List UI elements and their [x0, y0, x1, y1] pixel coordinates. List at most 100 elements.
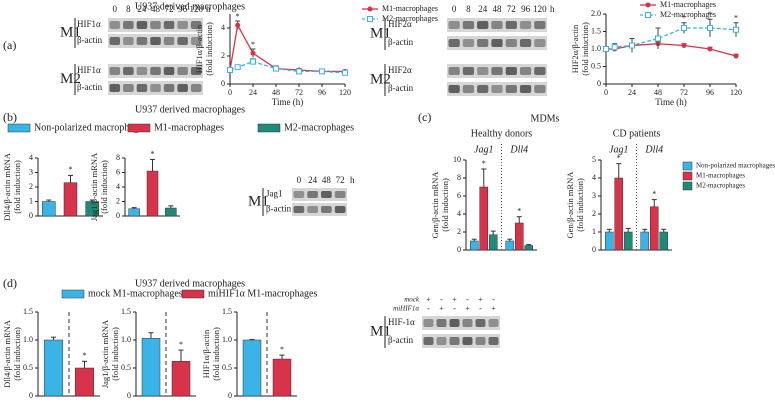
significance: *: [734, 14, 738, 23]
y-tick-label: 2: [29, 182, 33, 191]
blot-band: [293, 191, 305, 198]
y-axis-label: HIF2α/β-actin: [570, 24, 580, 73]
condition-sign: +: [478, 295, 483, 304]
lane-label: 24: [478, 4, 488, 14]
lane-label: 0: [452, 4, 457, 14]
data-point: [235, 22, 241, 28]
series-line: [229, 23, 345, 73]
blot-band: [448, 21, 460, 29]
y-tick-label: 0: [29, 391, 33, 400]
bar: [272, 358, 292, 397]
data-point: [707, 46, 713, 52]
y-tick-label: 0: [457, 245, 461, 254]
significance: *: [236, 12, 240, 21]
blot-band: [448, 85, 460, 93]
blot-band: [534, 21, 546, 29]
blot-band: [123, 37, 134, 45]
blot-band: [475, 319, 486, 327]
y-tick-label: 0.5: [591, 61, 601, 70]
blot-band: [423, 337, 434, 345]
blot-band: [163, 21, 175, 29]
y-tick-label: 1.0: [222, 335, 232, 344]
lane-label: 72: [336, 175, 345, 185]
x-tick-label: 24: [249, 88, 257, 97]
blot-band: [177, 21, 188, 29]
y-axis-label: (fold induction): [211, 327, 221, 381]
blot-band: [519, 85, 532, 93]
blot-band: [136, 67, 148, 75]
lane-label: 120: [533, 4, 547, 14]
y-tick-label: 1.0: [591, 44, 601, 53]
blot-band: [334, 206, 346, 213]
blot-band: [436, 337, 447, 345]
legend-label: miHIF1α M1-macrophages: [208, 288, 317, 299]
bar: [141, 338, 161, 397]
blot-band: [136, 84, 148, 92]
category-label: Dll4: [644, 144, 663, 155]
condition-sign: -: [427, 304, 430, 313]
legend-label: mock M1-macrophages: [88, 288, 183, 299]
blot-band: [462, 39, 475, 47]
legend-swatch: [682, 171, 693, 181]
blot-band: [163, 67, 175, 75]
legend-marker: [367, 16, 373, 22]
significance: *: [617, 153, 621, 162]
blot-row-label: β-actin: [77, 35, 103, 45]
blot-band: [109, 37, 121, 45]
blot-row-label: β-actin: [266, 204, 292, 214]
x-tick-label: 0: [604, 88, 608, 97]
significance: *: [652, 189, 656, 198]
y-axis-label: (fold induction): [12, 327, 22, 381]
y-axis-label: (fold induction): [12, 160, 22, 214]
y-tick-label: 0.5: [222, 363, 232, 372]
data-point: [234, 64, 241, 71]
lane-label: 0: [113, 4, 118, 14]
y-tick-label: 6: [457, 191, 461, 200]
blot-band: [307, 206, 318, 213]
y-tick-label: 2: [592, 209, 596, 218]
data-point: [681, 25, 687, 31]
bar: [659, 231, 668, 251]
category-label: Jag1: [474, 144, 493, 155]
lane-label: 72: [507, 4, 516, 14]
lane-label: 48: [493, 4, 503, 14]
y-tick-label: 1.0: [121, 335, 131, 344]
panel-title: U937 derived macrophages: [135, 278, 245, 289]
y-tick-label: 1.5: [591, 26, 601, 35]
legend-swatch: [61, 289, 85, 299]
lane-label: 120: [189, 4, 203, 14]
data-point: [629, 42, 635, 49]
y-tick-label: 1.5: [23, 307, 33, 316]
blot-band: [477, 39, 489, 47]
condition-sign: -: [453, 304, 456, 313]
y-axis-label: Dll4/β-actin mRNA: [2, 319, 12, 388]
blot-band: [334, 191, 346, 198]
blot-band: [123, 84, 134, 92]
blot-band: [462, 337, 473, 345]
data-point: [227, 67, 233, 73]
lane-label: 72: [165, 4, 174, 14]
y-axis-label: (fold induction): [110, 327, 120, 381]
data-point: [681, 43, 687, 48]
blot-band: [321, 191, 332, 198]
panel-title: U937 derived macrophages: [135, 1, 245, 12]
x-tick-label: 96: [706, 88, 714, 97]
blot-band: [293, 206, 305, 213]
lane-label: 24: [137, 4, 147, 14]
blot-band: [491, 21, 503, 29]
legend-label: M2-macrophages: [284, 122, 354, 133]
blot-group-label: M1: [248, 193, 269, 209]
legend-swatch: [181, 289, 205, 299]
blot-band: [190, 21, 202, 29]
condition-sign: -: [479, 304, 482, 313]
y-tick-label: 1.5: [121, 307, 131, 316]
blot-band: [519, 67, 532, 75]
blot-band: [477, 67, 489, 75]
bar: [470, 240, 479, 251]
bar: [128, 208, 140, 217]
y-tick-label: 6: [116, 167, 120, 176]
x-tick-label: 48: [272, 88, 280, 97]
blot-band: [136, 37, 148, 45]
blot-band: [505, 39, 517, 47]
